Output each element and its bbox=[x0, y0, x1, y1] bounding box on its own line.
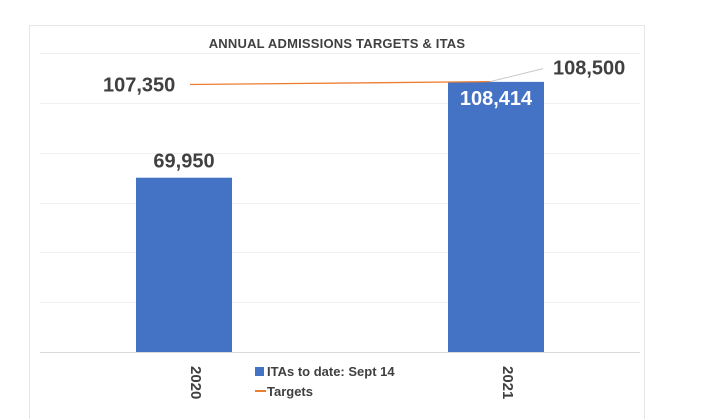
legend-label-bars: ITAs to date: Sept 14 bbox=[267, 363, 395, 379]
category-tick-label: 2020 bbox=[187, 366, 204, 399]
bar-2020 bbox=[136, 177, 232, 352]
target-label-2020: 107,350 bbox=[103, 75, 175, 97]
bar-value-label: 69,950 bbox=[153, 151, 214, 173]
targets-line bbox=[189, 81, 491, 86]
legend-swatch-bars bbox=[255, 366, 264, 376]
bar-2021 bbox=[448, 81, 544, 353]
bar-value-label: 108,414 bbox=[460, 88, 533, 110]
target-label-2021: 108,500 bbox=[553, 58, 625, 80]
legend: ITAs to date: Sept 14 Targets bbox=[255, 361, 395, 401]
legend-item-bars: ITAs to date: Sept 14 bbox=[255, 361, 395, 381]
target-label-leader bbox=[489, 68, 544, 83]
legend-label-targets: Targets bbox=[267, 383, 313, 399]
chart-title: ANNUAL ADMISSIONS TARGETS & ITAS bbox=[208, 36, 466, 51]
legend-item-targets: Targets bbox=[255, 381, 395, 401]
legend-swatch-targets bbox=[255, 390, 266, 392]
category-tick-label: 2021 bbox=[499, 366, 516, 399]
